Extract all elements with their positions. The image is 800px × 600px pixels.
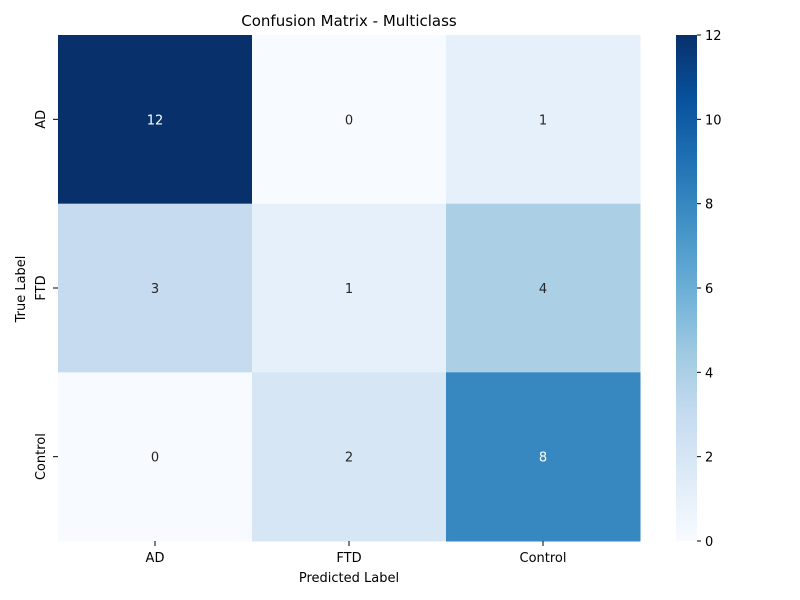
x-tick-label: Control (520, 551, 567, 566)
x-tick-label: FTD (336, 551, 361, 566)
colorbar-tick-label: 4 (705, 366, 713, 381)
colorbar-tick-label: 0 (705, 535, 713, 550)
cell-value-label: 1 (345, 282, 353, 297)
cell-value-label: 0 (345, 113, 353, 128)
heatmap-cells: 12 0 1 3 1 4 0 2 8 (58, 35, 641, 542)
heatmap-cell (58, 203, 253, 373)
heatmap-cell (252, 372, 447, 542)
y-axis-label: True Label (14, 256, 29, 324)
colorbar-gradient (676, 35, 697, 541)
x-tick-label: AD (146, 551, 165, 566)
heatmap-cell (446, 203, 641, 373)
heatmap-cell (252, 203, 447, 373)
y-tick-label: Control (34, 433, 49, 480)
cell-value-label: 8 (539, 451, 547, 466)
cell-value-label: 0 (151, 451, 159, 466)
colorbar-tick-label: 10 (705, 113, 722, 128)
colorbar: 0 2 4 6 8 10 12 (676, 29, 722, 550)
y-tick-label: FTD (34, 275, 49, 300)
y-tick-label: AD (34, 110, 49, 129)
colorbar-tick-label: 8 (705, 198, 713, 213)
cell-value-label: 2 (345, 451, 353, 466)
chart-title: Confusion Matrix - Multiclass (241, 12, 457, 30)
cell-value-label: 12 (147, 113, 164, 128)
heatmap-cell (446, 372, 641, 542)
cell-value-label: 1 (539, 113, 547, 128)
colorbar-tick-label: 12 (705, 29, 722, 44)
colorbar-tick-label: 2 (705, 451, 713, 466)
heatmap-cell (446, 35, 641, 205)
cell-value-label: 3 (151, 282, 159, 297)
colorbar-tick-label: 6 (705, 282, 713, 297)
heatmap-cell (58, 372, 253, 542)
heatmap-axes: AD FTD Control AD FTD Control (34, 110, 567, 566)
heatmap-cell (58, 35, 253, 205)
heatmap-cell (252, 35, 447, 205)
x-axis-label: Predicted Label (299, 571, 399, 586)
cell-value-label: 4 (539, 282, 547, 297)
